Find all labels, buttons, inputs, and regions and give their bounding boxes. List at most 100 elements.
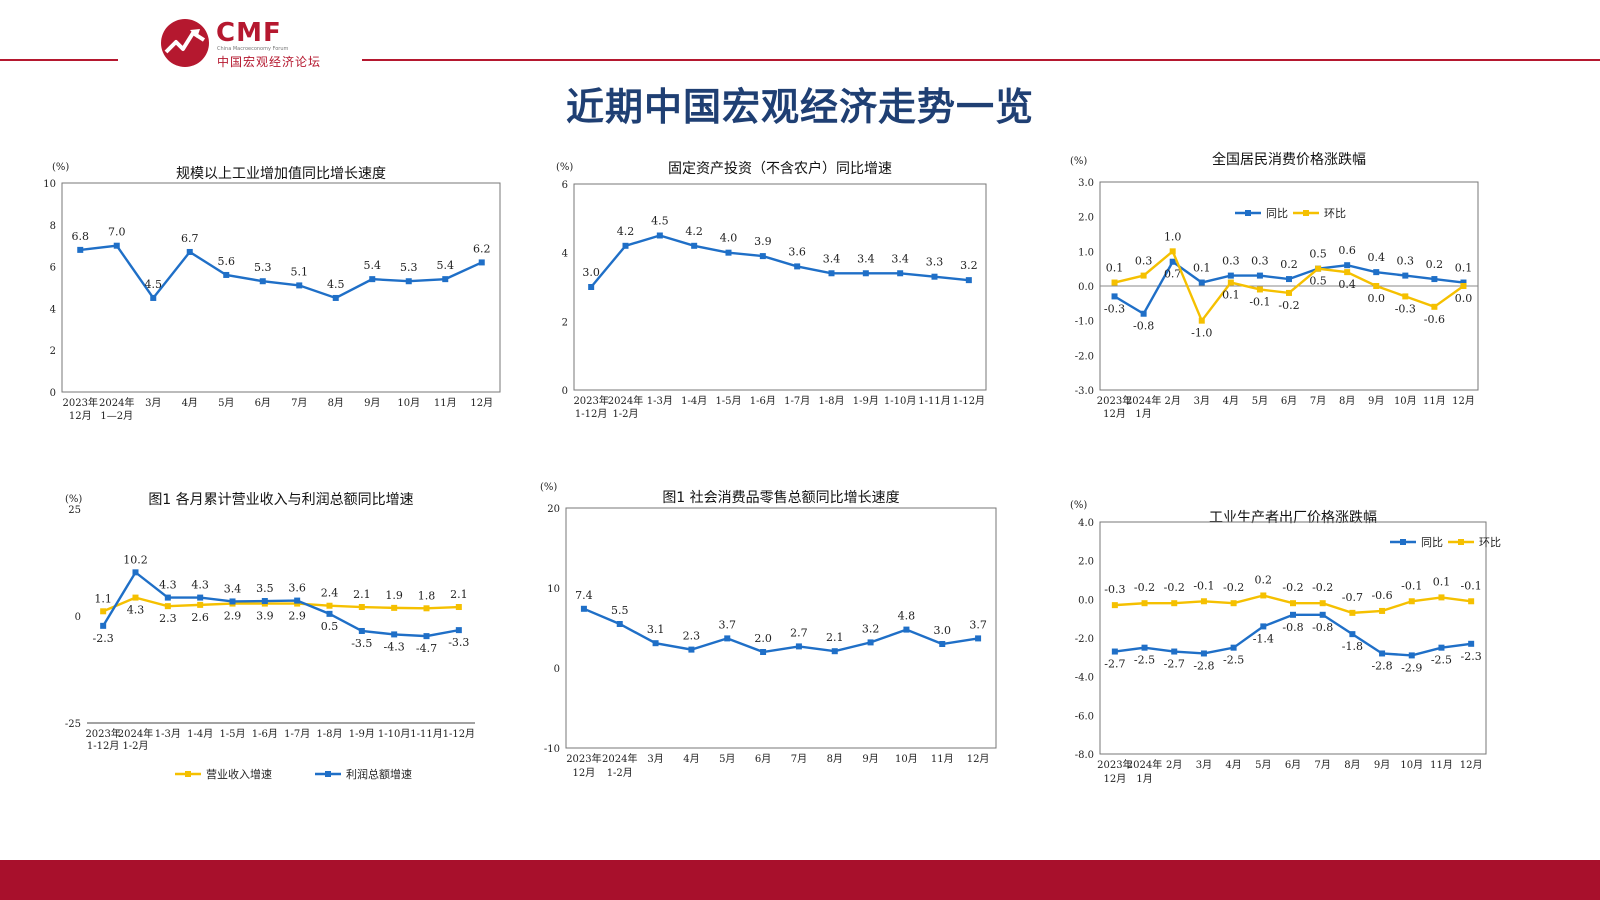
series-line-营业收入增速: [102, 596, 459, 613]
x-tick-label: 4月: [182, 397, 198, 409]
y-tick-label: 4: [562, 249, 568, 260]
data-point: [296, 282, 303, 289]
data-label: -1.0: [1191, 327, 1212, 340]
data-label: 2.1: [826, 631, 844, 644]
data-label: -3.3: [448, 636, 469, 649]
x-tick-label: 3月: [1194, 395, 1210, 407]
data-label: 3.6: [788, 245, 806, 258]
retail-sales-chart: 图1 社会消费品零售总额同比增长速度 (%) -10 0 10 20 2023年 12月 202…: [540, 482, 1025, 804]
data-label: 0.5: [321, 620, 339, 633]
plot-frame: [1099, 521, 1487, 755]
data-label: -2.5: [1431, 654, 1452, 667]
data-point: [223, 271, 230, 278]
data-label: 3.4: [224, 582, 242, 595]
data-point: [423, 605, 430, 612]
logo-text: CMF: [216, 18, 282, 48]
data-label: 4.5: [145, 278, 163, 291]
y-axis-unit: (%): [1070, 156, 1087, 167]
data-label: 4.2: [685, 225, 703, 238]
data-label: -0.2: [1164, 581, 1185, 594]
data-label: -1.8: [1342, 640, 1363, 653]
data-point: [965, 277, 972, 284]
y-tick-label: 1.0: [1078, 247, 1094, 258]
x-tick-label: 1-7月: [284, 728, 310, 740]
data-label: -0.1: [1461, 579, 1482, 592]
data-point: [616, 621, 623, 627]
data-point: [1379, 607, 1386, 614]
data-point: [1111, 293, 1118, 300]
x-tick-label: 11月: [1423, 395, 1446, 407]
data-label: 2.1: [353, 588, 371, 601]
x-tick-label: 2月: [1166, 759, 1182, 771]
data-label: 0.2: [1255, 573, 1273, 586]
legend-label: 环比: [1479, 536, 1501, 549]
data-label: 4.3: [191, 579, 209, 592]
data-point: [1198, 317, 1205, 324]
y-tick-label: -4.0: [1075, 673, 1094, 684]
data-point: [1408, 652, 1415, 659]
data-label: 0.3: [1251, 255, 1269, 268]
x-tick-label: 2024年: [608, 394, 643, 407]
data-point: [862, 270, 869, 277]
data-point: [197, 601, 204, 608]
x-tick-label: 1-12月: [953, 395, 985, 407]
cpi-svg: 全国居民消费价格涨跌幅 (%) -3.0 -2.0 -1.0 0.0 1.0 2.0 3.0 20…: [1070, 151, 1479, 420]
x-tick-label: 3月: [647, 753, 663, 765]
data-label: 2.9: [288, 610, 306, 623]
y-tick-label: 25: [68, 505, 81, 516]
legend-marker: [1400, 539, 1406, 545]
x-tick-label: 8月: [328, 397, 344, 409]
data-label: -2.8: [1193, 659, 1214, 672]
x-tick-label: 1—2月: [100, 410, 133, 422]
data-label: -0.2: [1312, 581, 1333, 594]
x-tick-label: 1-11月: [918, 395, 950, 407]
data-point: [828, 270, 835, 277]
data-label: -0.3: [1395, 302, 1416, 315]
x-tick-label: 2023年: [1097, 394, 1132, 407]
plot-frame: [565, 507, 997, 749]
data-label: 3.6: [288, 582, 306, 595]
data-point: [1111, 648, 1118, 655]
data-label: 1.1: [94, 592, 112, 605]
x-tick-label: 2024年: [1127, 758, 1162, 771]
x-tick-label: 2023年: [566, 752, 601, 765]
legend-label: 环比: [1324, 207, 1346, 220]
data-point: [455, 604, 462, 611]
x-tick-label: 8月: [827, 753, 843, 765]
data-point: [1141, 600, 1148, 607]
data-label: 5.3: [254, 261, 272, 274]
data-label: 3.1: [647, 623, 665, 636]
legend-marker: [1458, 539, 1464, 545]
x-tick-label: 1-5月: [715, 395, 741, 407]
legend-label: 同比: [1266, 207, 1288, 220]
data-point: [405, 278, 412, 285]
y-tick-label: 0: [50, 388, 56, 399]
data-label: -4.3: [384, 640, 405, 653]
data-point: [77, 246, 84, 253]
data-label: 5.3: [400, 261, 418, 274]
data-point: [1319, 611, 1326, 618]
data-label: 7.4: [575, 589, 593, 602]
industrial-svg: 规模以上工业增加值同比增长速度(%)02468102023年12月2024年1—…: [43, 162, 501, 422]
data-label: -0.2: [1282, 581, 1303, 594]
data-point: [1431, 303, 1438, 310]
data-point: [1198, 279, 1205, 286]
cmf-logo-icon: [161, 19, 209, 67]
y-tick-label: -8.0: [1075, 750, 1094, 761]
data-label: 4.5: [651, 215, 669, 228]
data-label: 1.0: [1164, 230, 1182, 243]
data-point: [294, 597, 301, 604]
data-point: [358, 604, 365, 611]
chart-title: 全国居民消费价格涨跌幅: [1212, 151, 1366, 168]
cmf-logo: CMF China Macroeconomy Forum 中国宏观经济论坛: [160, 16, 360, 69]
data-label: 2.0: [754, 632, 772, 645]
data-label: 2.4: [321, 587, 339, 600]
data-label: 0.0: [1367, 292, 1385, 305]
data-label: 2.7: [790, 626, 808, 639]
data-label: 7.0: [108, 226, 126, 239]
y-tick-label: 0.0: [1078, 282, 1094, 293]
x-tick-label: 2023年: [1097, 758, 1132, 771]
data-point: [1169, 258, 1176, 265]
data-point: [688, 646, 695, 653]
data-label: 1.8: [418, 589, 436, 602]
